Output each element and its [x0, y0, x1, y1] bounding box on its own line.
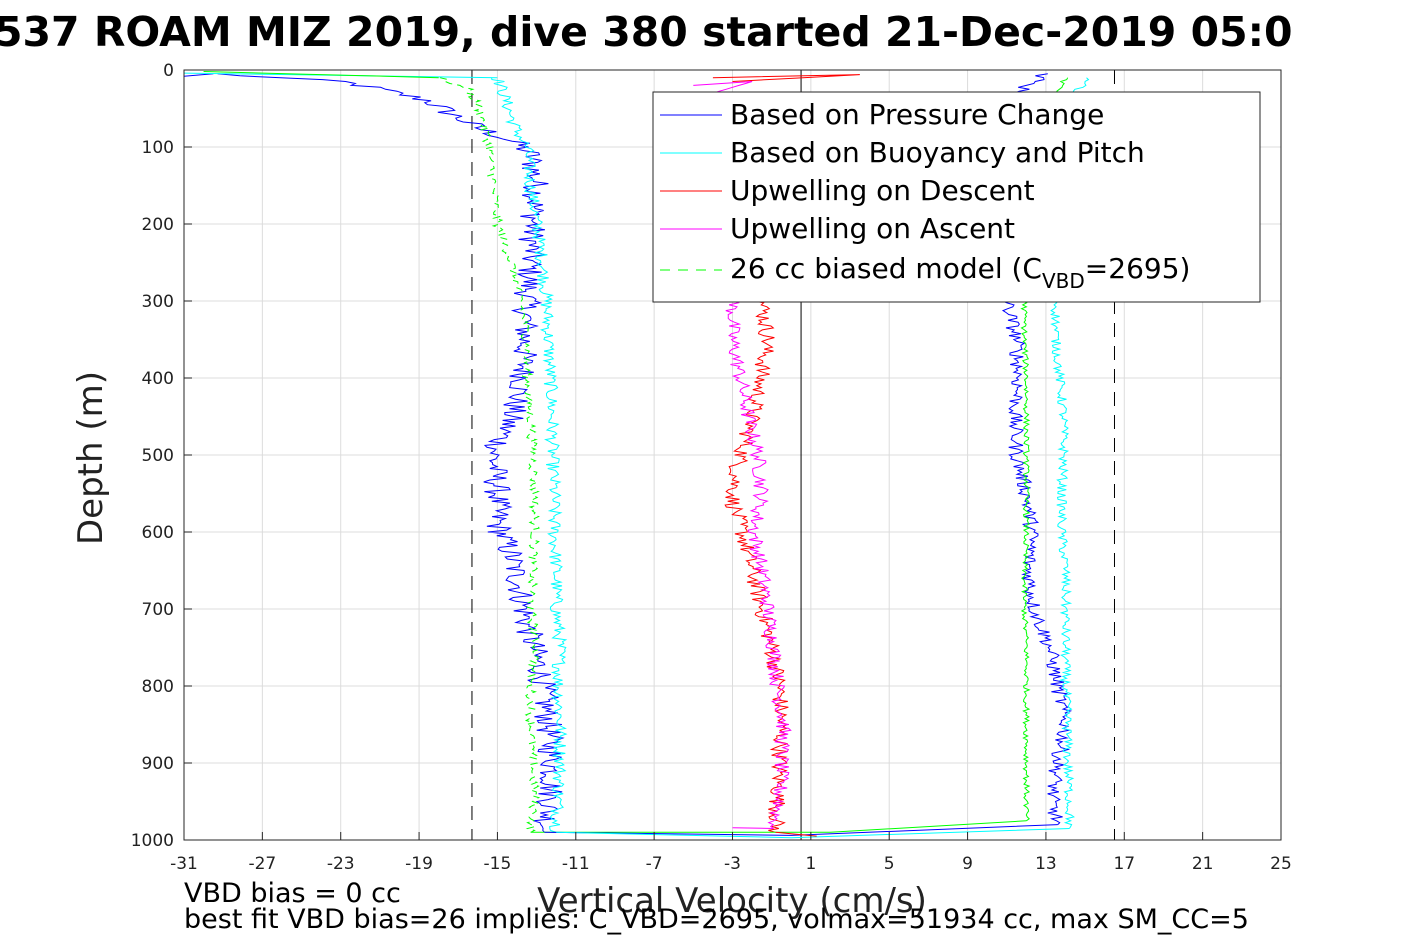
y-axis-ticks: 0 100 200 300 400 500 600 700 800 900 1000 [131, 61, 192, 851]
legend-label-descent: Upwelling on Descent [730, 174, 1035, 207]
x-tick-label: 25 [1270, 854, 1292, 874]
surface-transition-line [183, 73, 214, 77]
x-tick-label: -3 [724, 854, 741, 874]
legend-label-model-sub: VBD [1042, 269, 1085, 293]
bottom-transition-line [775, 831, 817, 837]
surface-spike [712, 74, 860, 82]
footer-vbd-bias: VBD bias = 0 cc [184, 878, 401, 909]
x-tick-label: -7 [646, 854, 663, 874]
x-tick-label: 17 [1113, 854, 1135, 874]
x-tick-label: -31 [170, 854, 198, 874]
y-tick-label: 900 [142, 754, 174, 774]
legend-label-model-main: 26 cc biased model (C [730, 252, 1042, 285]
legend-label-model: 26 cc biased model (CVBD=2695) [730, 252, 1190, 293]
x-tick-label: 13 [1035, 854, 1057, 874]
x-tick-label: -15 [484, 854, 512, 874]
legend: Based on Pressure Change Based on Buoyan… [652, 91, 1261, 303]
y-tick-label: 500 [142, 446, 174, 466]
series-based-on-buoyancy-and-pitch-descent [491, 77, 568, 833]
y-tick-label: 100 [142, 138, 174, 158]
legend-label-model-end: =2695) [1085, 252, 1191, 285]
y-tick-label: 300 [142, 292, 174, 312]
x-tick-label: -19 [405, 854, 433, 874]
bottom-transition-line [732, 827, 774, 829]
legend-label-ascent: Upwelling on Ascent [730, 212, 1015, 245]
x-tick-label: -11 [562, 854, 590, 874]
y-tick-label: 1000 [131, 831, 174, 851]
y-tick-label: 0 [163, 61, 174, 81]
legend-box [652, 91, 1261, 303]
y-tick-label: 400 [142, 369, 174, 389]
bottom-transition-line [530, 820, 1027, 833]
bottom-transition-line [556, 828, 1070, 839]
y-tick-label: 700 [142, 600, 174, 620]
footer-best-fit: best fit VBD bias=26 implies: C_VBD=2695… [184, 904, 1249, 935]
series-based-on-pressure-change-descent [217, 73, 565, 833]
y-tick-label: 800 [142, 677, 174, 697]
x-tick-label: 9 [962, 854, 973, 874]
y-tick-label: 600 [142, 523, 174, 543]
x-axis-ticks: -31 -27 -23 -19 -15 -11 -7 -3 1 5 9 13 17 21 25 [170, 832, 1292, 874]
x-tick-label: -27 [248, 854, 276, 874]
x-tick-label: 5 [884, 854, 895, 874]
y-axis-label: Depth (m) [71, 371, 111, 545]
surface-transition-line [203, 71, 439, 79]
x-tick-label: 1 [805, 854, 816, 874]
y-tick-label: 200 [142, 215, 174, 235]
series-upwelling-on-descent-descent [724, 300, 789, 833]
series-26-cc-biased-model-c-vbd-2695-descent [439, 77, 541, 833]
series-upwelling-on-ascent-descent [725, 300, 792, 829]
chart-title: 537 ROAM MIZ 2019, dive 380 started 21-D… [0, 8, 1293, 56]
x-tick-label: -23 [327, 854, 355, 874]
x-tick-label: 21 [1192, 854, 1214, 874]
x-axis-label: Vertical Velocity (cm/s) [537, 881, 927, 921]
legend-label-buoyancy: Based on Buoyancy and Pitch [730, 136, 1145, 169]
legend-label-pressure: Based on Pressure Change [730, 98, 1104, 131]
surface-spike [693, 81, 753, 94]
